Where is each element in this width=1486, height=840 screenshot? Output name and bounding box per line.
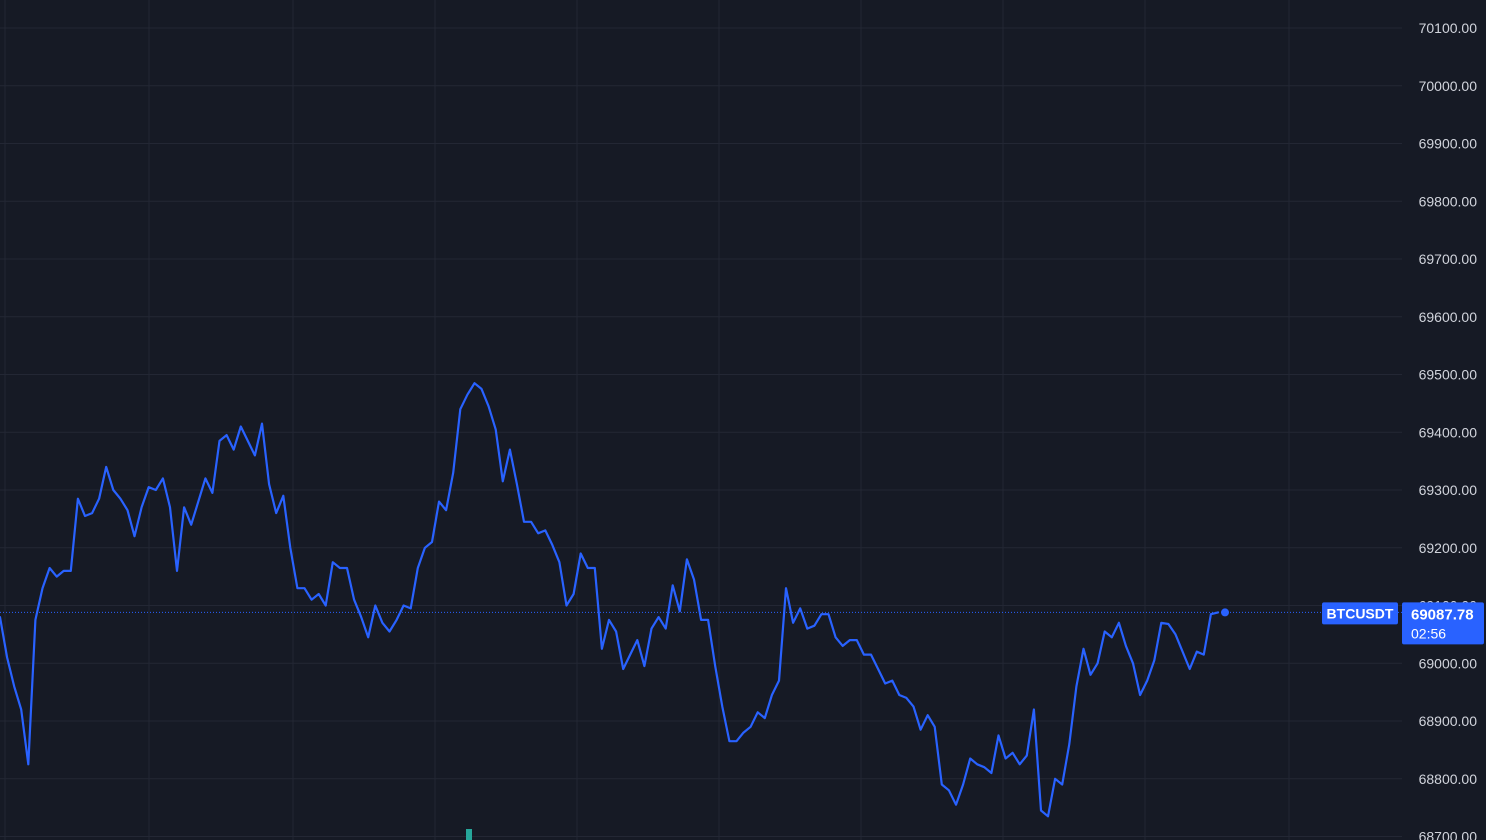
y-tick-label: 70100.00 [1419,20,1478,36]
last-price-tag: 69087.78 02:56 [1402,602,1484,645]
y-tick-label: 70000.00 [1419,78,1478,94]
y-tick-label: 69500.00 [1419,367,1478,383]
y-tick-label: 69000.00 [1419,655,1478,671]
last-price-tag-background [1402,602,1484,645]
y-tick-label: 69300.00 [1419,482,1478,498]
y-tick-label: 69700.00 [1419,251,1478,267]
y-tick-label: 69200.00 [1419,540,1478,556]
vertical-gridlines [4,0,1290,840]
y-tick-label: 69800.00 [1419,193,1478,209]
y-tick-label: 68900.00 [1419,713,1478,729]
btcusdt-price-line [0,382,1220,818]
bar-countdown: 02:56 [1411,625,1446,641]
volume-bar [466,829,472,840]
symbol-label: BTCUSDT [1322,602,1398,625]
last-price-dot [1221,608,1229,617]
last-price-value: 69087.78 [1411,606,1474,623]
symbol-label-background [1322,602,1398,625]
y-tick-label: 69400.00 [1419,424,1478,440]
symbol-label-text: BTCUSDT [1327,605,1394,621]
horizontal-gridlines [0,27,1402,837]
price-axis[interactable]: 68700.0068800.0068900.0069000.0069100.00… [1419,20,1478,840]
y-tick-label: 69600.00 [1419,309,1478,325]
y-tick-label: 68800.00 [1419,771,1478,787]
y-tick-label: 68700.00 [1419,829,1478,840]
y-tick-label: 69900.00 [1419,136,1478,152]
